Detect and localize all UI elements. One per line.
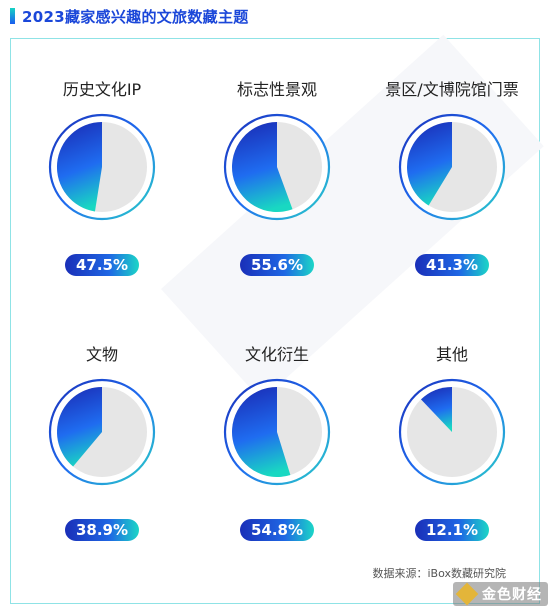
pie-cell: 文物 38.9%: [14, 343, 190, 541]
diamond-logo-icon: [455, 582, 479, 606]
pie-cell: 历史文化IP 47.5%: [14, 78, 190, 276]
pie-chart: [223, 378, 331, 486]
pie-cell: 标志性景观 55.6%: [189, 78, 365, 276]
pie-chart: [48, 113, 156, 221]
data-source: 数据来源：iBox数藏研究院: [372, 567, 506, 580]
category-label: 景区/文博院馆门票: [385, 80, 519, 99]
pie-chart: [398, 378, 506, 486]
percentage-label: 41.3%: [415, 254, 489, 276]
pie-value-slice: [407, 122, 452, 206]
pie-chart: [223, 113, 331, 221]
pie-cell: 其他 12.1%: [364, 343, 540, 541]
category-label: 文化衍生: [244, 345, 309, 364]
pie-chart: [48, 378, 156, 486]
category-label: 标志性景观: [236, 80, 317, 99]
brand-name: 金色财经: [482, 587, 542, 603]
pie-value-slice: [231, 122, 293, 212]
percentage-label: 54.8%: [240, 519, 314, 541]
percentage-label: 12.1%: [415, 519, 489, 541]
category-label: 文物: [85, 345, 118, 364]
percentage-label: 38.9%: [65, 519, 139, 541]
pie-cell: 景区/文博院馆门票 41.3%: [364, 78, 540, 276]
percentage-label: 47.5%: [65, 254, 139, 276]
pie-value-slice: [232, 387, 291, 477]
chart-title-bar: 2023藏家感兴趣的文旅数藏主题: [10, 6, 249, 26]
chart-title: 2023藏家感兴趣的文旅数藏主题: [22, 7, 249, 26]
pie-value-slice: [57, 387, 102, 467]
percentage-label: 55.6%: [240, 254, 314, 276]
category-label: 历史文化IP: [62, 80, 142, 99]
brand-watermark: 金色财经: [453, 582, 548, 606]
pie-value-slice: [420, 387, 452, 432]
pie-value-slice: [56, 121, 102, 212]
title-accent-bar: [10, 8, 15, 24]
pie-cell: 文化衍生 54.8%: [189, 343, 365, 541]
pie-chart: [398, 113, 506, 221]
category-label: 其他: [435, 345, 468, 364]
